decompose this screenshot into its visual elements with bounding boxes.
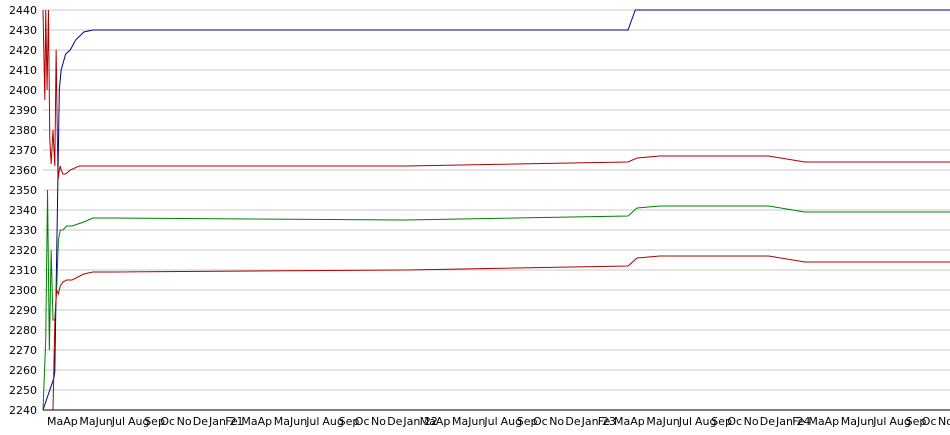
- y-tick-label: 2250: [9, 384, 37, 397]
- y-tick-label: 2240: [9, 404, 37, 417]
- x-tick-label: Ap: [436, 415, 451, 428]
- x-tick-label: No: [549, 415, 564, 428]
- y-tick-label: 2320: [9, 244, 37, 257]
- y-tick-label: 2380: [9, 124, 37, 137]
- series-line: [42, 9, 950, 411]
- y-tick-label: 2390: [9, 104, 37, 117]
- y-tick-label: 2410: [9, 64, 37, 77]
- x-tick-label: Jun: [662, 415, 680, 428]
- x-tick-label: Ma: [241, 415, 257, 428]
- x-tick-label: Jul: [483, 415, 497, 428]
- x-tick-label: No: [744, 415, 759, 428]
- series-line: [42, 189, 950, 411]
- y-tick-label: 2430: [9, 24, 37, 37]
- x-tick-label: Ap: [825, 415, 840, 428]
- y-tick-label: 2300: [9, 284, 37, 297]
- y-tick-label: 2340: [9, 204, 37, 217]
- x-tick-label: Aug: [889, 415, 910, 428]
- y-tick-label: 2270: [9, 344, 37, 357]
- x-tick-label: Jun: [95, 415, 113, 428]
- x-tick-label: Ap: [258, 415, 273, 428]
- x-tick-label: Jul: [111, 415, 125, 428]
- x-tick-label: Ma: [614, 415, 630, 428]
- y-tick-label: 2280: [9, 324, 37, 337]
- x-tick-label: De: [193, 415, 208, 428]
- grid-lines: [43, 9, 950, 411]
- x-tick-label: Jan 24: [775, 415, 810, 428]
- series-line: [43, 255, 950, 411]
- x-tick-label: Sep: [711, 415, 732, 428]
- x-tick-label: Aug: [128, 415, 149, 428]
- y-tick-label: 2440: [9, 4, 37, 17]
- x-tick-label: Fe: [792, 415, 805, 428]
- x-tick-label: Oc: [727, 415, 742, 428]
- y-tick-label: 2370: [9, 144, 37, 157]
- y-tick-label: 2330: [9, 224, 37, 237]
- y-axis-tick-labels: 2440 2430 2420 2410 2400 2390 2380 2370 2360 2350…: [9, 4, 37, 417]
- y-tick-label: 2420: [9, 44, 37, 57]
- x-tick-label: Oc: [160, 415, 175, 428]
- x-tick-label: Ma: [274, 415, 290, 428]
- series-line: [42, 9, 950, 181]
- x-tick-label: Ma: [808, 415, 824, 428]
- y-tick-label: 2290: [9, 304, 37, 317]
- x-tick-label: Fe: [225, 415, 238, 428]
- x-tick-label: Jul: [678, 415, 692, 428]
- x-tick-label: Ma: [646, 415, 662, 428]
- x-tick-label: De: [760, 415, 775, 428]
- x-tick-label: Sep: [906, 415, 927, 428]
- x-tick-label: Ap: [63, 415, 78, 428]
- x-tick-label: Aug: [501, 415, 522, 428]
- x-tick-label: Oc: [355, 415, 370, 428]
- y-tick-label: 2360: [9, 164, 37, 177]
- x-tick-label: Oc: [922, 415, 937, 428]
- x-tick-label: Aug: [695, 415, 716, 428]
- x-tick-label: Jul: [872, 415, 886, 428]
- x-tick-label: Sep: [144, 415, 165, 428]
- x-tick-label: Jun: [467, 415, 485, 428]
- x-tick-label: Ma: [841, 415, 857, 428]
- x-tick-label: Ma: [47, 415, 63, 428]
- x-tick-label: Oc: [533, 415, 548, 428]
- x-tick-label: Jul: [305, 415, 319, 428]
- x-tick-label: Jan 23: [581, 415, 616, 428]
- y-tick-label: 2400: [9, 84, 37, 97]
- x-tick-label: Ma: [452, 415, 468, 428]
- x-tick-label: Sep: [517, 415, 538, 428]
- y-tick-label: 2310: [9, 264, 37, 277]
- y-tick-label: 2350: [9, 184, 37, 197]
- x-tick-label: Ap: [630, 415, 645, 428]
- x-tick-label: De: [387, 415, 402, 428]
- y-tick-label: 2260: [9, 364, 37, 377]
- x-tick-label: Jun: [856, 415, 874, 428]
- x-tick-label: Sep: [339, 415, 360, 428]
- x-tick-label: Jan 21: [208, 415, 243, 428]
- x-tick-label: De: [565, 415, 580, 428]
- x-tick-label: Ma: [79, 415, 95, 428]
- x-tick-label: No: [371, 415, 386, 428]
- x-tick-label: Ma: [420, 415, 436, 428]
- x-tick-label: Aug: [322, 415, 343, 428]
- x-tick-label: Jun: [289, 415, 307, 428]
- x-tick-label: No: [177, 415, 192, 428]
- x-tick-label: No: [938, 415, 950, 428]
- x-tick-label: Fe: [598, 415, 611, 428]
- x-tick-label: Jan 22: [402, 415, 437, 428]
